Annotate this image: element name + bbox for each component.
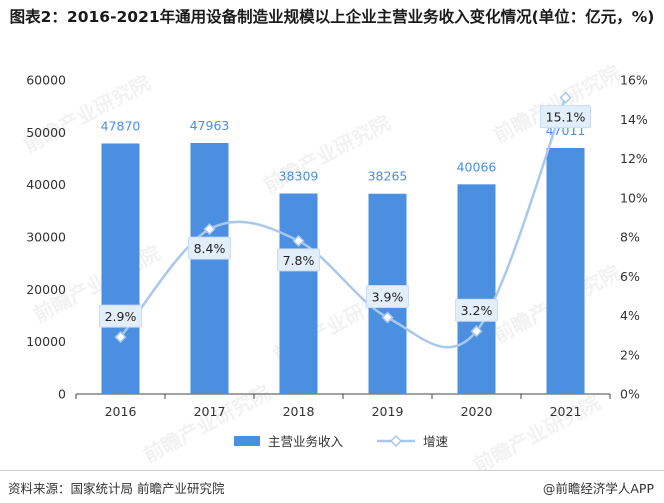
bars-layer bbox=[101, 142, 585, 394]
growth-marker-2018 bbox=[292, 234, 305, 247]
y-right-tick-label: 4% bbox=[620, 308, 640, 323]
bar-2018 bbox=[279, 193, 318, 394]
legend-label-line: 增速 bbox=[423, 434, 449, 449]
growth-marker-2021 bbox=[559, 91, 572, 104]
legend: 主营业务收入 增速 bbox=[234, 434, 449, 449]
y-left-tick-label: 30000 bbox=[26, 230, 66, 245]
y-left-tick-label: 60000 bbox=[26, 73, 66, 88]
chart-title: 图表2：2016-2021年通用设备制造业规模以上企业主营业务收入变化情况(单位… bbox=[9, 8, 655, 26]
bar-value-label: 40066 bbox=[457, 159, 497, 174]
bar-value-label: 38309 bbox=[279, 169, 319, 184]
growth-marker-2017 bbox=[203, 223, 216, 236]
growth-marker-2016 bbox=[114, 331, 127, 344]
growth-value-label: 15.1% bbox=[546, 110, 586, 125]
bar-value-label: 47870 bbox=[101, 118, 141, 133]
growth-line bbox=[119, 97, 567, 349]
y-left-tick-label: 10000 bbox=[26, 334, 66, 349]
y-left-tick-label: 20000 bbox=[26, 282, 66, 297]
growth-value-label: 7.8% bbox=[283, 253, 315, 268]
y-right-tick-label: 14% bbox=[620, 112, 648, 127]
x-tick-label: 2019 bbox=[372, 404, 404, 419]
bar-2017 bbox=[190, 142, 229, 394]
bar-2016 bbox=[101, 143, 140, 394]
growth-label-box bbox=[188, 236, 231, 260]
y-left-tick-label: 50000 bbox=[26, 125, 66, 140]
growth-label-box bbox=[366, 284, 409, 308]
y-right-tick-label: 2% bbox=[620, 347, 640, 362]
bar-2021 bbox=[546, 147, 585, 394]
legend-label-bar: 主营业务收入 bbox=[268, 434, 344, 449]
x-tick-label: 2017 bbox=[194, 404, 226, 419]
bar-2020 bbox=[457, 184, 496, 394]
axes-layer: 2016 2017 2018 2019 2020 2021 0 10000 20000 30000… bbox=[26, 73, 648, 420]
footer: 资料来源：国家统计局 前瞻产业研究院 @前瞻经济学人APP bbox=[0, 470, 664, 503]
x-tick-label: 2018 bbox=[283, 404, 315, 419]
brand-credit: @前瞻经济学人APP bbox=[542, 481, 654, 496]
growth-value-label: 3.9% bbox=[372, 289, 404, 304]
x-tick-label: 2021 bbox=[550, 404, 582, 419]
y-right-tick-label: 6% bbox=[620, 269, 640, 284]
bar-value-label: 38265 bbox=[368, 169, 408, 184]
y-left-tick-label: 0 bbox=[58, 387, 66, 402]
growth-marker-2020 bbox=[470, 325, 483, 338]
growth-value-label: 3.2% bbox=[461, 303, 493, 318]
y-left-tick-label: 40000 bbox=[26, 177, 66, 192]
legend-marker-line bbox=[389, 434, 403, 448]
y-right-tick-label: 8% bbox=[620, 230, 640, 245]
y-right-tick-label: 0% bbox=[620, 387, 640, 402]
y-right-tick-label: 16% bbox=[620, 73, 648, 88]
growth-line-layer bbox=[114, 91, 572, 349]
watermark-text: 前瞻产业研究院 bbox=[259, 110, 394, 197]
y-right-tick-label: 12% bbox=[620, 151, 648, 166]
source-note: 资料来源：国家统计局 前瞻产业研究院 bbox=[8, 481, 225, 496]
growth-label-box bbox=[455, 298, 498, 322]
growth-marker-2019 bbox=[381, 311, 394, 324]
x-tick-label: 2020 bbox=[461, 404, 493, 419]
legend-swatch-bar bbox=[234, 436, 260, 446]
growth-value-label: 8.4% bbox=[194, 241, 226, 256]
watermark-text: 前瞻产业研究院 bbox=[469, 390, 604, 470]
x-tick-label: 2016 bbox=[105, 404, 137, 419]
y-right-tick-label: 10% bbox=[620, 190, 648, 205]
growth-label-box bbox=[99, 304, 142, 328]
growth-value-label: 2.9% bbox=[105, 309, 137, 324]
growth-label-box bbox=[277, 248, 320, 272]
bar-value-label: 47963 bbox=[190, 118, 230, 133]
growth-label-box bbox=[540, 105, 591, 129]
